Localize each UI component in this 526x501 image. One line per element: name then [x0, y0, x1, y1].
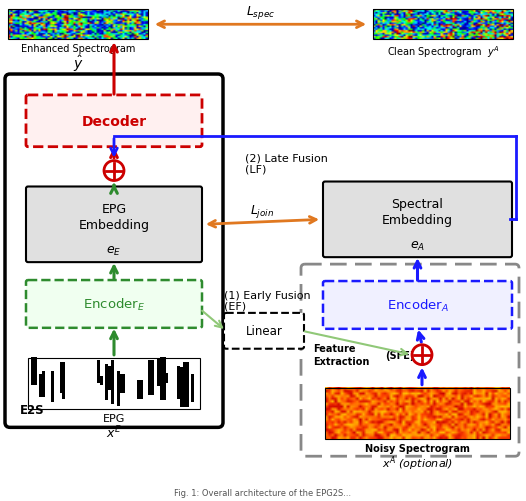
Text: Enhanced Spectrogram: Enhanced Spectrogram — [21, 44, 135, 54]
Bar — [8, 11, 148, 40]
Text: Clean Spectrogram  $y^A$: Clean Spectrogram $y^A$ — [387, 44, 499, 60]
Text: Noisy Spectrogram: Noisy Spectrogram — [365, 443, 470, 453]
Text: (LF): (LF) — [245, 164, 266, 174]
Text: Encoder$_A$: Encoder$_A$ — [387, 297, 449, 313]
FancyBboxPatch shape — [26, 96, 202, 147]
Text: Fig. 1: Overall architecture of the EPG2S...: Fig. 1: Overall architecture of the EPG2… — [175, 488, 351, 497]
Text: Encoder$_E$: Encoder$_E$ — [83, 296, 145, 312]
Text: $x^A$ (optional): $x^A$ (optional) — [382, 453, 453, 472]
Text: $e_E$: $e_E$ — [106, 244, 122, 257]
Bar — [28, 358, 200, 410]
FancyBboxPatch shape — [323, 182, 512, 258]
Text: EPG: EPG — [103, 414, 125, 423]
Text: Linear: Linear — [246, 325, 282, 338]
Text: $L_{spec}$: $L_{spec}$ — [246, 5, 275, 21]
FancyBboxPatch shape — [224, 313, 304, 349]
FancyBboxPatch shape — [26, 281, 202, 328]
Text: Spectral
Embedding: Spectral Embedding — [382, 197, 453, 226]
Text: Decoder: Decoder — [82, 115, 147, 129]
Text: $L_{join}$: $L_{join}$ — [250, 203, 275, 220]
Text: (SFE): (SFE) — [385, 350, 414, 360]
Text: (1) Early Fusion: (1) Early Fusion — [224, 291, 311, 301]
Bar — [373, 11, 513, 40]
Circle shape — [104, 161, 124, 181]
Circle shape — [412, 345, 432, 365]
Text: Feature
Extraction: Feature Extraction — [313, 344, 369, 366]
FancyBboxPatch shape — [323, 282, 512, 329]
Text: E2S: E2S — [20, 404, 45, 416]
Bar — [325, 388, 510, 439]
Text: $e_A$: $e_A$ — [410, 239, 425, 253]
Text: (EF): (EF) — [224, 301, 246, 311]
Text: (2) Late Fusion: (2) Late Fusion — [245, 153, 328, 163]
Text: EPG
Embedding: EPG Embedding — [78, 202, 149, 231]
FancyBboxPatch shape — [5, 75, 223, 427]
Text: $\hat{y}$: $\hat{y}$ — [73, 54, 83, 74]
FancyBboxPatch shape — [26, 187, 202, 263]
Text: $x^E$: $x^E$ — [106, 423, 122, 440]
